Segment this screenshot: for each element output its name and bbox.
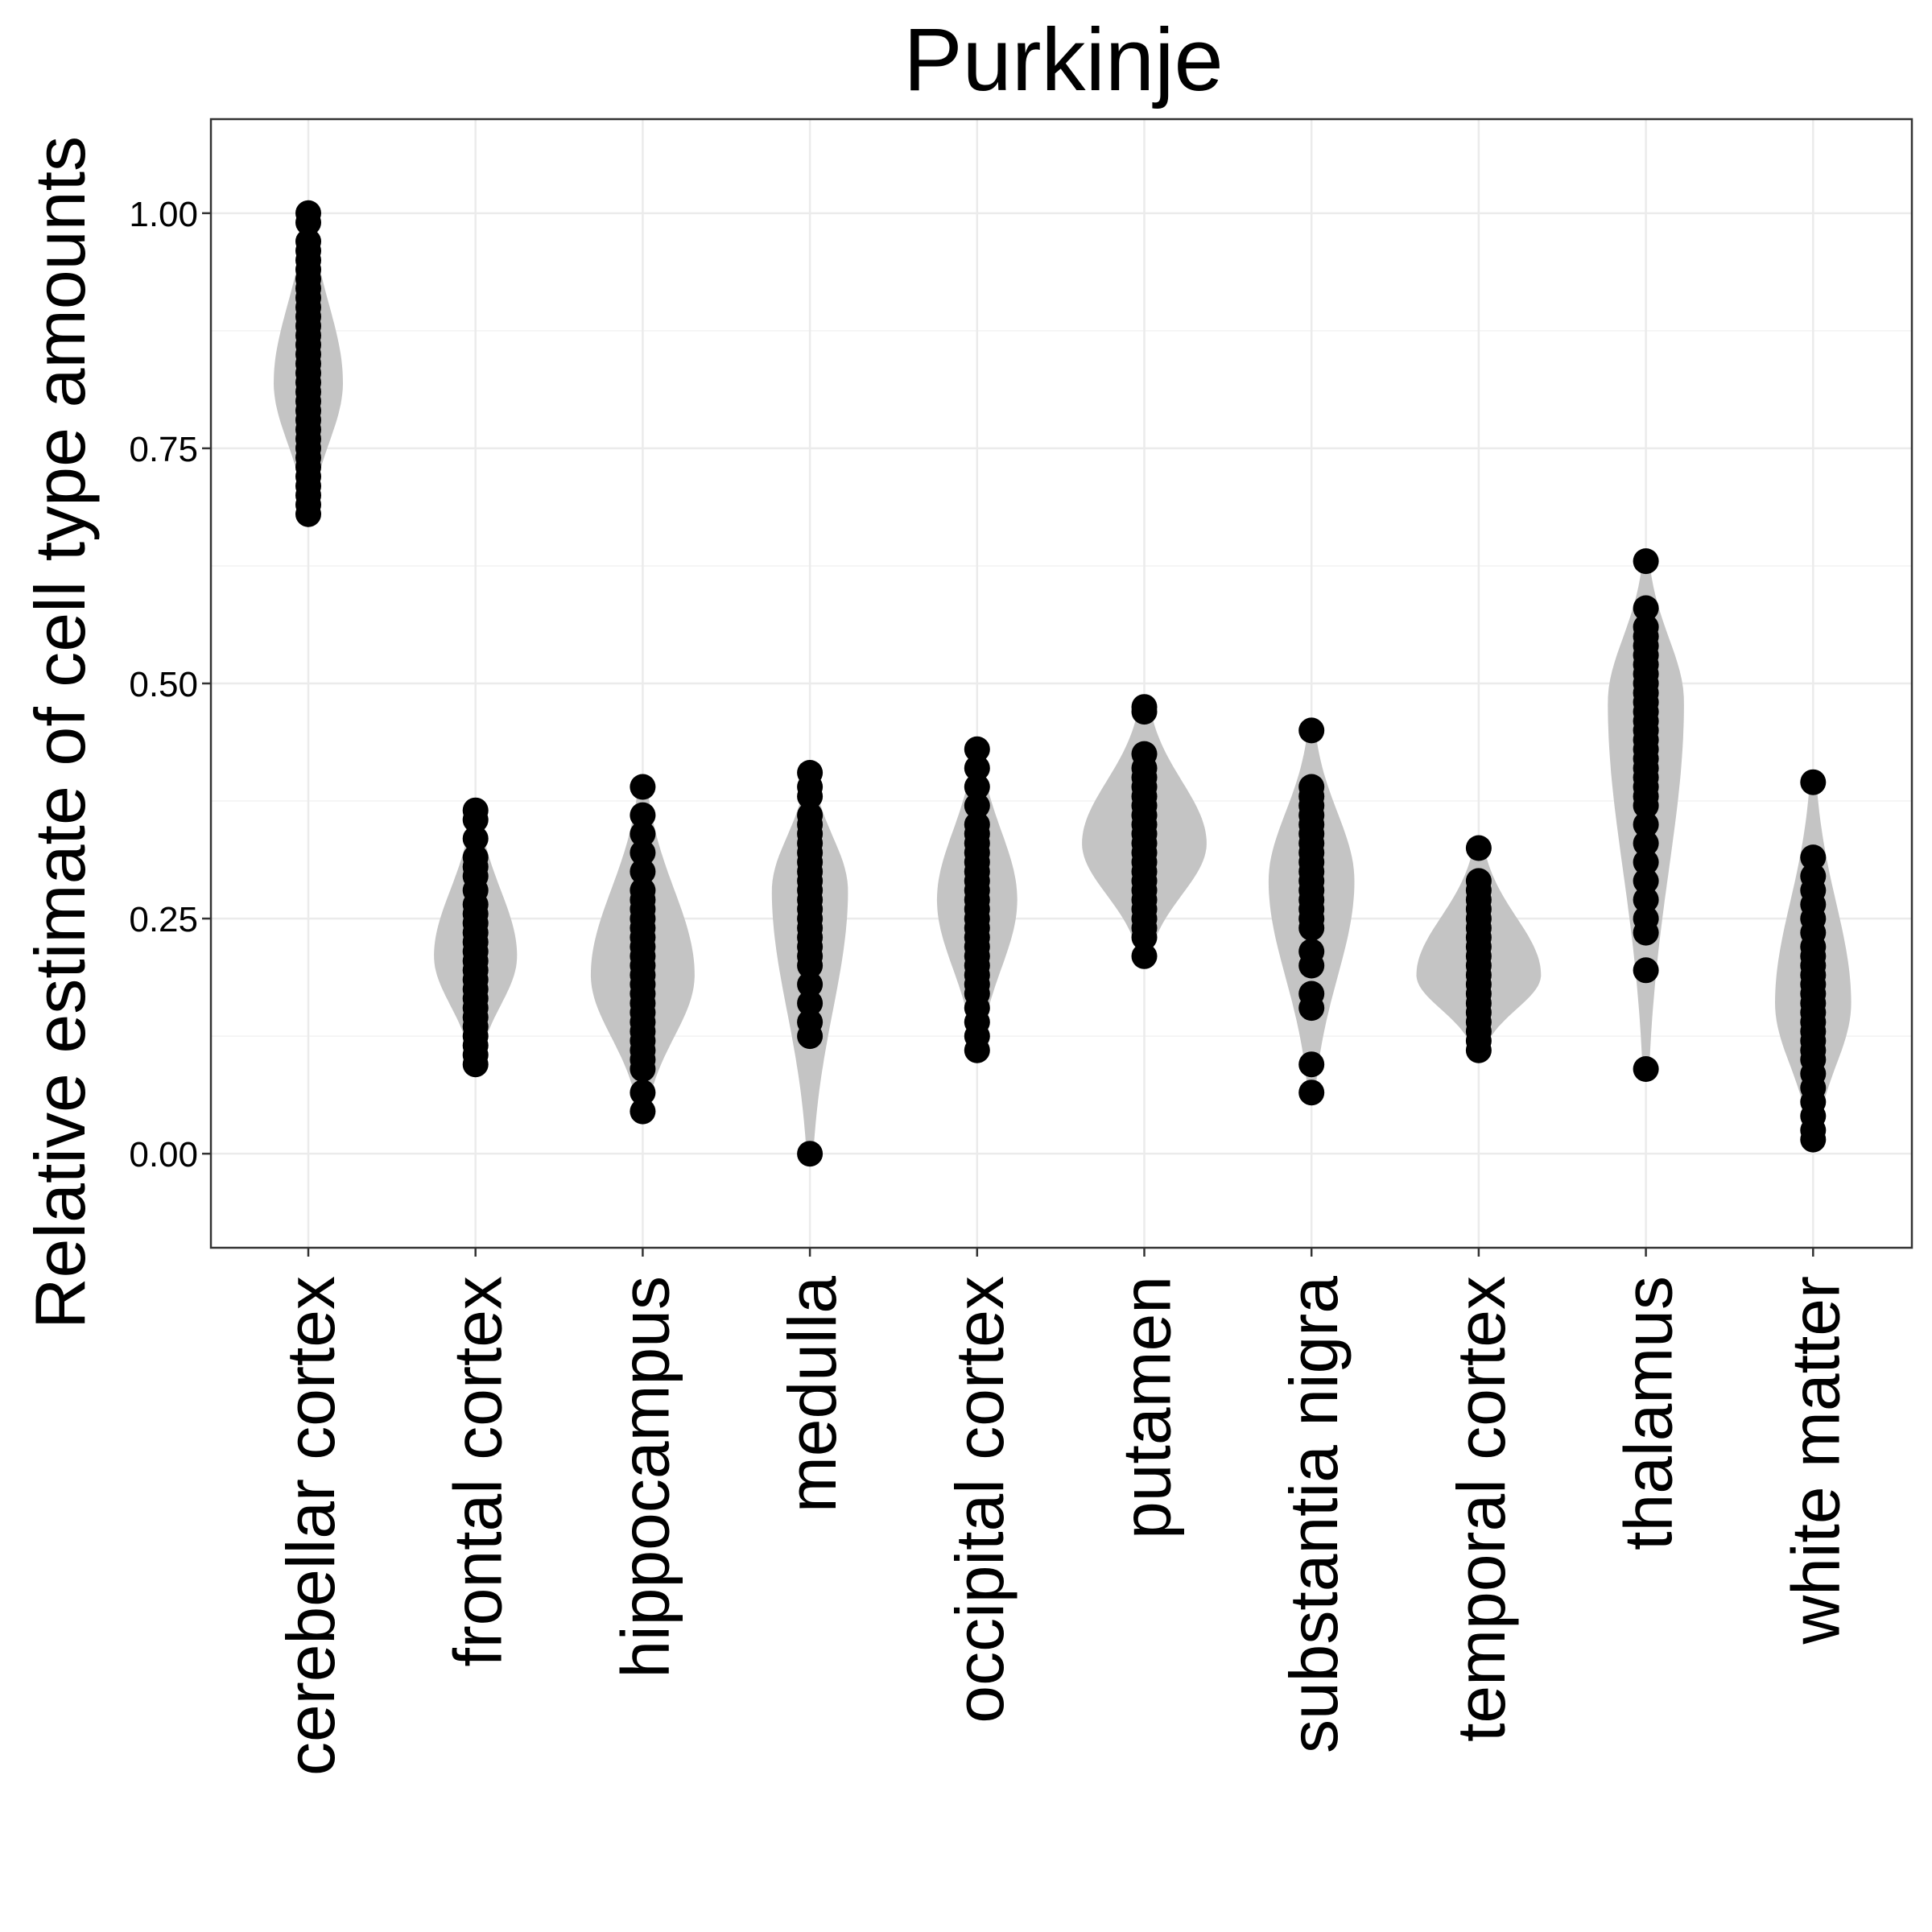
data-point xyxy=(1298,980,1325,1007)
y-tick-label: 0.50 xyxy=(129,665,198,704)
data-point xyxy=(1131,741,1158,767)
data-point xyxy=(964,755,990,782)
y-tick-label: 1.00 xyxy=(129,195,198,234)
data-point xyxy=(462,825,489,852)
x-tick-label: cerebellar cortex xyxy=(273,1276,349,1776)
data-point xyxy=(964,736,990,762)
data-point xyxy=(1633,830,1659,857)
x-tick-label: temporal cortex xyxy=(1443,1276,1519,1742)
y-axis-label: Relative estimate of cell type amounts xyxy=(20,136,100,1329)
data-point xyxy=(1465,868,1492,894)
data-point xyxy=(1633,613,1659,640)
x-tick-label: substantia nigra xyxy=(1276,1276,1352,1753)
x-tick-label: frontal cortex xyxy=(440,1276,516,1667)
data-point xyxy=(1633,906,1659,932)
data-point xyxy=(1298,1080,1325,1106)
data-point xyxy=(1800,863,1827,890)
data-point xyxy=(630,820,656,847)
x-tick-label: thalamus xyxy=(1611,1276,1686,1550)
data-point xyxy=(630,1080,656,1106)
y-tick-label: 0.25 xyxy=(129,900,198,939)
data-point xyxy=(1800,844,1827,871)
data-point xyxy=(295,228,321,254)
data-point xyxy=(1633,548,1659,575)
x-tick-label: hippocampus xyxy=(607,1276,683,1678)
y-tick-label: 0.00 xyxy=(129,1135,198,1174)
data-point xyxy=(797,1009,824,1035)
x-tick-label: medulla xyxy=(774,1276,850,1513)
chart-title: Purkinje xyxy=(903,10,1223,109)
x-tick-label: occipital cortex xyxy=(942,1276,1018,1724)
data-point xyxy=(1298,774,1325,800)
data-point xyxy=(1633,868,1659,894)
data-point xyxy=(1131,943,1158,969)
x-tick-label: putamen xyxy=(1109,1276,1185,1539)
data-point xyxy=(797,990,824,1017)
data-point xyxy=(797,971,824,997)
plot-area: 0.00 0.25 0.50 0.75 1.00 cerebellar cortex fro… xyxy=(129,118,1913,1776)
data-point xyxy=(964,792,990,819)
data-point xyxy=(797,1141,824,1167)
data-point xyxy=(797,802,824,828)
data-point xyxy=(462,797,489,824)
data-point xyxy=(630,1098,656,1125)
data-point xyxy=(1800,769,1827,795)
data-point xyxy=(462,844,489,871)
data-point xyxy=(630,877,656,903)
data-point xyxy=(1298,717,1325,744)
data-point xyxy=(630,840,656,866)
data-point xyxy=(1633,957,1659,984)
data-point xyxy=(1633,811,1659,838)
data-point xyxy=(1298,1051,1325,1078)
data-point xyxy=(1633,886,1659,913)
data-point xyxy=(1298,939,1325,964)
data-point xyxy=(964,811,990,838)
data-point xyxy=(630,774,656,800)
data-point xyxy=(1633,1056,1659,1082)
data-point xyxy=(630,802,656,828)
x-tick-label: white matter xyxy=(1777,1276,1853,1645)
data-point xyxy=(1465,835,1492,861)
data-point xyxy=(295,200,321,226)
data-point xyxy=(964,774,990,800)
data-point xyxy=(797,760,824,786)
y-tick-label: 0.75 xyxy=(129,430,198,469)
data-point xyxy=(1633,849,1659,875)
data-point xyxy=(1633,595,1659,621)
data-point xyxy=(630,858,656,885)
data-point xyxy=(1131,694,1158,720)
